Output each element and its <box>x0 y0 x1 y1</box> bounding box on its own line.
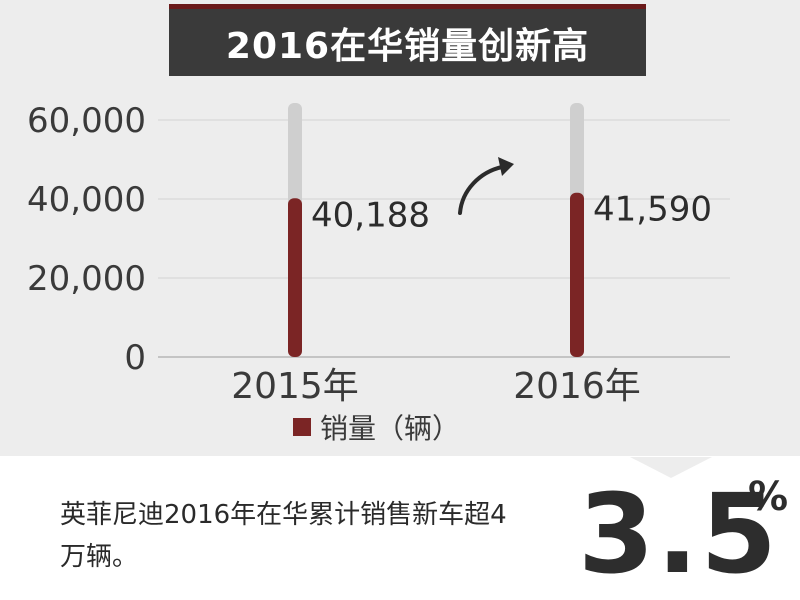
grid-lines <box>158 119 730 358</box>
legend-swatch <box>293 418 311 436</box>
y-tick-label: 0 <box>124 338 146 378</box>
data-labels: 40,188 41,590 <box>311 190 712 236</box>
x-axis-categories: 2015年 2016年 <box>231 366 641 407</box>
x-category-label: 2016年 <box>513 366 641 407</box>
x-category-label: 2015年 <box>231 366 359 407</box>
bar-2015年 <box>288 198 302 357</box>
summary-caption: 英菲尼迪2016年在华累计销售新车超4万辆。 <box>60 500 507 572</box>
growth-unit: % <box>748 474 789 520</box>
growth-value: 3.5 <box>578 470 779 598</box>
y-tick-label: 40,000 <box>27 180 146 220</box>
chart-title: 2016在华销量创新高 <box>225 25 590 67</box>
chart-title-banner: 2016在华销量创新高 <box>169 4 646 76</box>
bar-2016年 <box>570 192 584 357</box>
bars <box>288 103 584 357</box>
data-label: 40,188 <box>311 195 430 235</box>
y-tick-label: 60,000 <box>27 101 146 141</box>
arrow-head <box>498 157 514 176</box>
y-tick-label: 20,000 <box>27 259 146 299</box>
data-label: 41,590 <box>593 190 712 230</box>
legend-label: 销量（辆） <box>320 412 460 445</box>
summary-panel <box>0 456 800 600</box>
curved-up-arrow-icon <box>458 165 504 215</box>
y-axis-ticks: 0 20,000 40,000 60,000 <box>27 101 146 378</box>
legend: 销量（辆） <box>293 412 460 445</box>
